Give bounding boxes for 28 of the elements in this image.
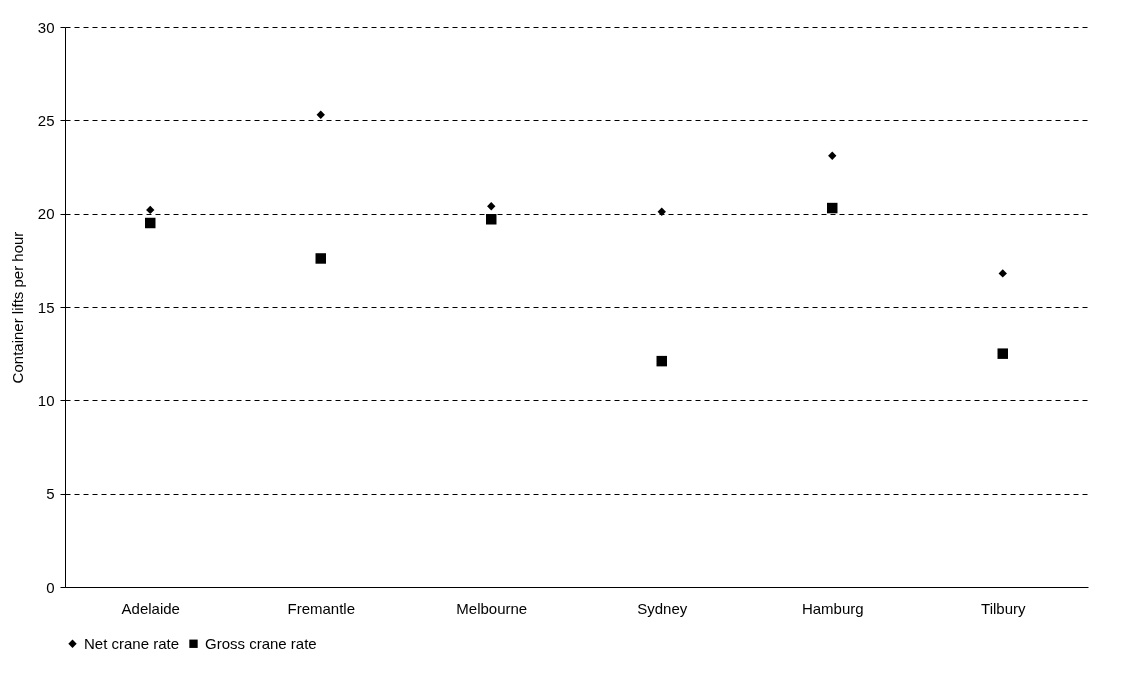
point	[315, 253, 326, 264]
y-axis-title: Container lifts per hour	[8, 231, 26, 384]
point	[487, 202, 496, 211]
point	[486, 214, 497, 225]
x-tick-label: Adelaide	[121, 599, 180, 617]
y-tick-label: 15	[37, 298, 55, 316]
legend-label: Gross crane rate	[205, 634, 317, 652]
point	[316, 110, 325, 119]
x-tick-label: Tilbury	[981, 599, 1026, 617]
x-tick-label: Hamburg	[801, 599, 864, 617]
point	[656, 355, 667, 367]
point	[657, 207, 666, 216]
legend-label: Net crane rate	[84, 634, 180, 652]
x-tick-label: Melbourne	[456, 599, 528, 617]
point	[998, 269, 1007, 278]
point	[827, 202, 838, 214]
x-tick-label: Sydney	[637, 599, 688, 617]
y-tick-label: 20	[37, 205, 55, 223]
y-tick-label: 5	[46, 485, 55, 503]
y-tick-label: 0	[46, 578, 55, 596]
point	[145, 217, 156, 229]
point	[828, 151, 837, 160]
y-tick-label: 25	[37, 111, 55, 129]
y-tick-label: 10	[37, 391, 55, 409]
x-tick-label: Fremantle	[287, 599, 356, 617]
y-tick-label: 30	[37, 18, 55, 36]
point	[146, 205, 155, 215]
point	[997, 348, 1008, 359]
